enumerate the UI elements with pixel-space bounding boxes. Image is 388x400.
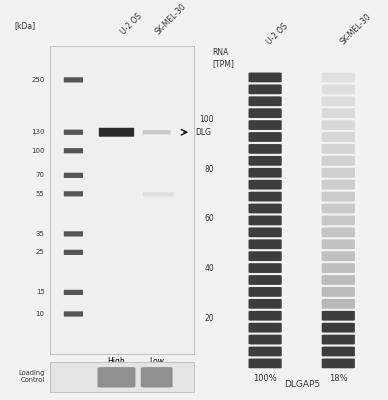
- FancyBboxPatch shape: [249, 108, 282, 118]
- Text: 35: 35: [36, 231, 45, 237]
- Text: U-2 OS: U-2 OS: [265, 21, 290, 46]
- FancyBboxPatch shape: [249, 299, 282, 309]
- FancyBboxPatch shape: [249, 192, 282, 202]
- Text: 40: 40: [204, 264, 214, 273]
- Text: 15: 15: [36, 290, 45, 295]
- FancyBboxPatch shape: [322, 168, 355, 178]
- FancyBboxPatch shape: [249, 251, 282, 261]
- FancyBboxPatch shape: [322, 144, 355, 154]
- FancyBboxPatch shape: [64, 173, 83, 178]
- FancyBboxPatch shape: [322, 180, 355, 190]
- FancyBboxPatch shape: [322, 156, 355, 166]
- Text: 25: 25: [36, 249, 45, 255]
- FancyBboxPatch shape: [322, 108, 355, 118]
- Text: DLGAP5: DLGAP5: [284, 380, 320, 389]
- FancyBboxPatch shape: [249, 216, 282, 225]
- FancyBboxPatch shape: [141, 367, 173, 388]
- Text: U-2 OS: U-2 OS: [120, 12, 144, 37]
- FancyBboxPatch shape: [64, 77, 83, 82]
- FancyBboxPatch shape: [249, 311, 282, 321]
- FancyBboxPatch shape: [322, 275, 355, 285]
- FancyBboxPatch shape: [249, 168, 282, 178]
- Text: Loading
Control: Loading Control: [18, 370, 45, 384]
- FancyBboxPatch shape: [249, 204, 282, 213]
- FancyBboxPatch shape: [249, 180, 282, 190]
- Text: SK-MEL-30: SK-MEL-30: [338, 12, 373, 46]
- Text: RNA
[TPM]: RNA [TPM]: [213, 48, 234, 68]
- FancyBboxPatch shape: [64, 191, 83, 196]
- FancyBboxPatch shape: [322, 287, 355, 297]
- FancyBboxPatch shape: [249, 84, 282, 94]
- FancyBboxPatch shape: [322, 132, 355, 142]
- Text: SK-MEL-30: SK-MEL-30: [154, 2, 188, 37]
- FancyBboxPatch shape: [143, 192, 173, 196]
- FancyBboxPatch shape: [322, 216, 355, 225]
- FancyBboxPatch shape: [249, 96, 282, 106]
- FancyBboxPatch shape: [249, 287, 282, 297]
- FancyBboxPatch shape: [249, 120, 282, 130]
- FancyBboxPatch shape: [249, 347, 282, 356]
- Text: [kDa]: [kDa]: [15, 22, 36, 30]
- Text: 60: 60: [204, 214, 214, 223]
- FancyBboxPatch shape: [322, 192, 355, 202]
- FancyBboxPatch shape: [64, 130, 83, 135]
- FancyBboxPatch shape: [322, 311, 355, 321]
- Text: 20: 20: [204, 314, 214, 322]
- FancyBboxPatch shape: [322, 335, 355, 344]
- FancyBboxPatch shape: [322, 204, 355, 213]
- Text: 100: 100: [199, 115, 214, 124]
- Text: 250: 250: [31, 77, 45, 83]
- FancyBboxPatch shape: [249, 72, 282, 82]
- FancyBboxPatch shape: [97, 367, 135, 388]
- Text: 100: 100: [31, 148, 45, 154]
- Text: 55: 55: [36, 191, 45, 197]
- FancyBboxPatch shape: [249, 323, 282, 332]
- FancyBboxPatch shape: [249, 144, 282, 154]
- FancyBboxPatch shape: [249, 228, 282, 237]
- FancyBboxPatch shape: [249, 358, 282, 368]
- FancyBboxPatch shape: [64, 250, 83, 255]
- FancyBboxPatch shape: [322, 96, 355, 106]
- FancyBboxPatch shape: [322, 299, 355, 309]
- Text: 100%: 100%: [253, 374, 277, 383]
- FancyBboxPatch shape: [322, 120, 355, 130]
- FancyBboxPatch shape: [322, 228, 355, 237]
- Text: 80: 80: [204, 164, 214, 174]
- FancyBboxPatch shape: [64, 231, 83, 236]
- Text: 70: 70: [36, 172, 45, 178]
- FancyBboxPatch shape: [322, 72, 355, 82]
- FancyBboxPatch shape: [249, 263, 282, 273]
- Text: 10: 10: [36, 311, 45, 317]
- Text: DLGAP5: DLGAP5: [196, 128, 226, 137]
- FancyBboxPatch shape: [322, 323, 355, 332]
- FancyBboxPatch shape: [249, 335, 282, 344]
- FancyBboxPatch shape: [322, 263, 355, 273]
- FancyBboxPatch shape: [322, 347, 355, 356]
- FancyBboxPatch shape: [249, 156, 282, 166]
- FancyBboxPatch shape: [249, 132, 282, 142]
- FancyBboxPatch shape: [249, 275, 282, 285]
- FancyBboxPatch shape: [64, 311, 83, 316]
- FancyBboxPatch shape: [322, 358, 355, 368]
- Text: 18%: 18%: [329, 374, 348, 383]
- Text: 130: 130: [31, 129, 45, 135]
- FancyBboxPatch shape: [64, 148, 83, 153]
- FancyBboxPatch shape: [322, 251, 355, 261]
- FancyBboxPatch shape: [99, 128, 134, 137]
- FancyBboxPatch shape: [64, 290, 83, 295]
- FancyBboxPatch shape: [249, 239, 282, 249]
- FancyBboxPatch shape: [322, 239, 355, 249]
- FancyBboxPatch shape: [143, 130, 171, 134]
- FancyBboxPatch shape: [322, 84, 355, 94]
